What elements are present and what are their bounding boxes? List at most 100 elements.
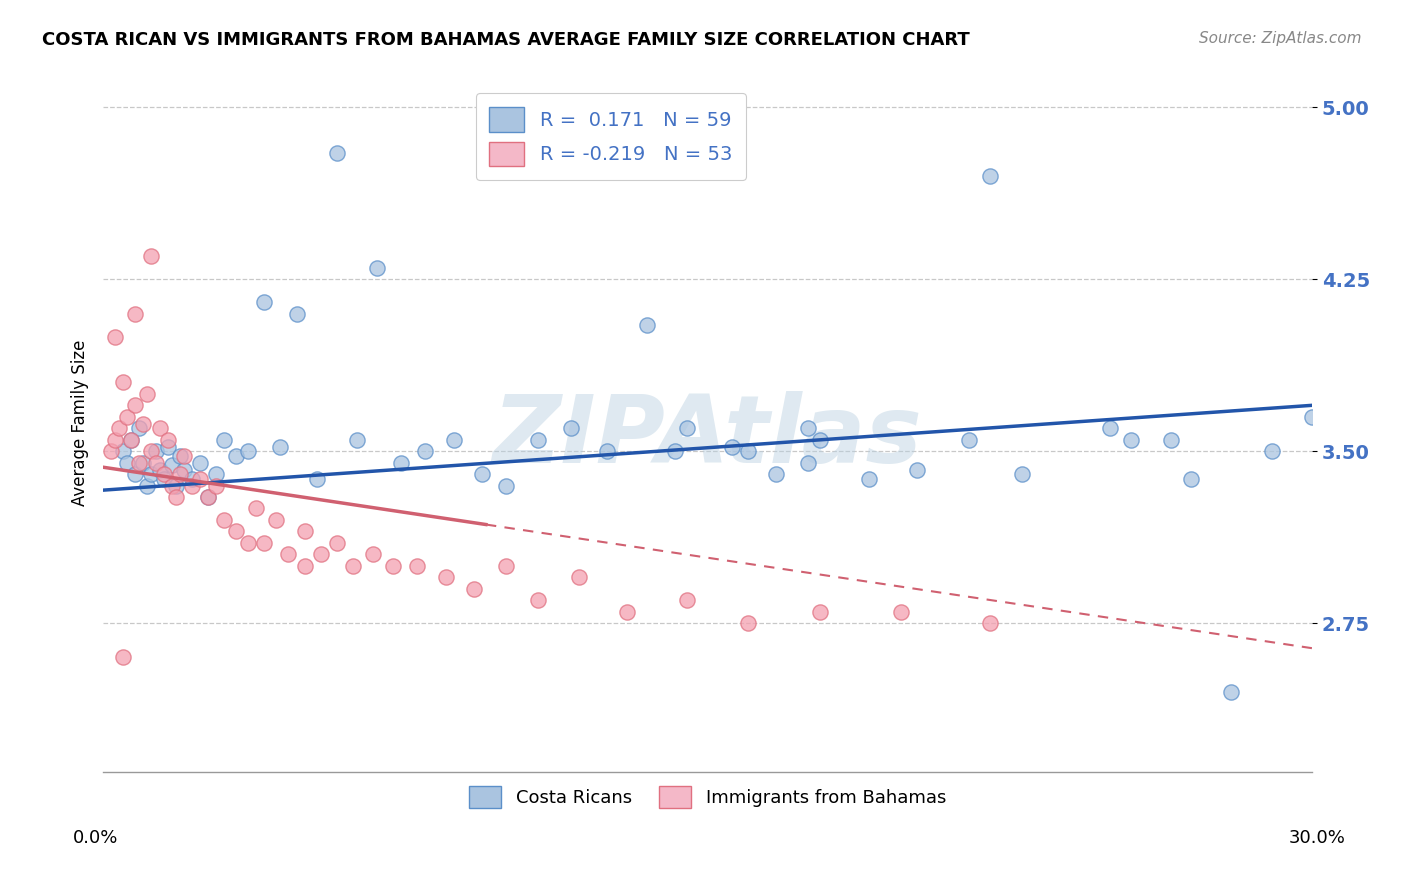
Point: [560, 421, 582, 435]
Point: [979, 169, 1001, 183]
Point: [269, 440, 291, 454]
Point: [160, 478, 183, 492]
Point: [152, 467, 174, 482]
Text: 0.0%: 0.0%: [73, 829, 118, 847]
Point: [180, 472, 202, 486]
Point: [132, 417, 155, 431]
Point: [188, 472, 211, 486]
Point: [1180, 472, 1202, 486]
Point: [568, 570, 591, 584]
Point: [676, 421, 699, 435]
Point: [225, 449, 247, 463]
Point: [1099, 421, 1122, 435]
Point: [104, 329, 127, 343]
Point: [285, 307, 308, 321]
Point: [1011, 467, 1033, 482]
Point: [361, 547, 384, 561]
Point: [959, 433, 981, 447]
Point: [128, 421, 150, 435]
Point: [141, 444, 163, 458]
Point: [117, 409, 139, 424]
Point: [120, 433, 142, 447]
Point: [128, 456, 150, 470]
Point: [205, 467, 228, 482]
Point: [636, 318, 658, 332]
Point: [366, 260, 388, 275]
Point: [104, 433, 127, 447]
Point: [112, 650, 135, 665]
Point: [434, 570, 457, 584]
Point: [527, 593, 550, 607]
Point: [406, 558, 429, 573]
Point: [136, 478, 159, 492]
Point: [212, 433, 235, 447]
Point: [100, 444, 122, 458]
Point: [145, 456, 167, 470]
Text: ZIPAtlas: ZIPAtlas: [492, 391, 922, 483]
Point: [124, 467, 146, 482]
Text: Source: ZipAtlas.com: Source: ZipAtlas.com: [1198, 31, 1361, 46]
Point: [245, 501, 267, 516]
Point: [495, 558, 517, 573]
Point: [765, 467, 787, 482]
Point: [212, 513, 235, 527]
Point: [890, 605, 912, 619]
Point: [156, 440, 179, 454]
Point: [173, 449, 195, 463]
Point: [471, 467, 494, 482]
Point: [205, 478, 228, 492]
Point: [238, 536, 260, 550]
Point: [858, 472, 880, 486]
Point: [905, 462, 928, 476]
Point: [225, 524, 247, 539]
Point: [112, 444, 135, 458]
Point: [737, 616, 759, 631]
Point: [309, 547, 332, 561]
Point: [808, 433, 831, 447]
Point: [342, 558, 364, 573]
Point: [132, 456, 155, 470]
Point: [169, 449, 191, 463]
Point: [676, 593, 699, 607]
Point: [253, 295, 276, 310]
Point: [616, 605, 638, 619]
Point: [253, 536, 276, 550]
Point: [415, 444, 437, 458]
Point: [1301, 409, 1323, 424]
Point: [277, 547, 299, 561]
Point: [737, 444, 759, 458]
Point: [112, 376, 135, 390]
Point: [1260, 444, 1282, 458]
Legend: Costa Ricans, Immigrants from Bahamas: Costa Ricans, Immigrants from Bahamas: [461, 779, 953, 815]
Point: [1220, 685, 1243, 699]
Point: [596, 444, 619, 458]
Text: COSTA RICAN VS IMMIGRANTS FROM BAHAMAS AVERAGE FAMILY SIZE CORRELATION CHART: COSTA RICAN VS IMMIGRANTS FROM BAHAMAS A…: [42, 31, 970, 49]
Point: [238, 444, 260, 458]
Point: [797, 421, 820, 435]
Point: [148, 421, 170, 435]
Point: [136, 387, 159, 401]
Point: [169, 467, 191, 482]
Point: [152, 472, 174, 486]
Point: [664, 444, 686, 458]
Point: [165, 478, 187, 492]
Point: [382, 558, 405, 573]
Point: [443, 433, 465, 447]
Point: [197, 490, 219, 504]
Point: [294, 524, 316, 539]
Point: [527, 433, 550, 447]
Point: [124, 307, 146, 321]
Point: [495, 478, 517, 492]
Point: [463, 582, 485, 596]
Point: [120, 433, 142, 447]
Point: [346, 433, 368, 447]
Point: [294, 558, 316, 573]
Point: [141, 249, 163, 263]
Point: [326, 146, 349, 161]
Point: [117, 456, 139, 470]
Point: [797, 456, 820, 470]
Point: [389, 456, 412, 470]
Point: [188, 456, 211, 470]
Point: [108, 421, 131, 435]
Point: [1119, 433, 1142, 447]
